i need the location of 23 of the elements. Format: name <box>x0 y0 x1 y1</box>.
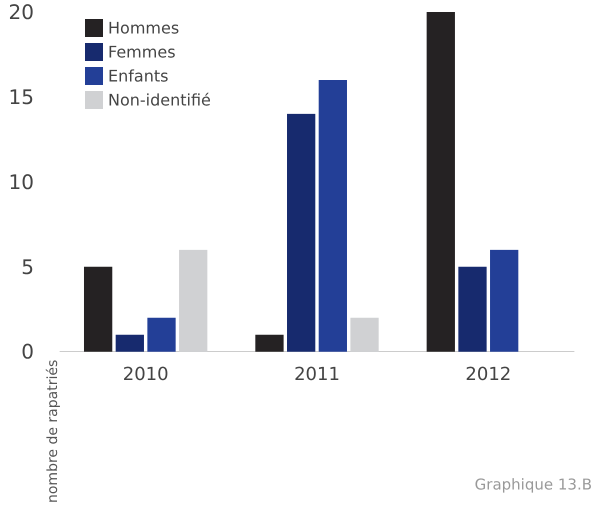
legend-label: Non-identifié <box>108 90 211 110</box>
x-tick-label: 2012 <box>465 364 512 386</box>
bar <box>287 114 316 352</box>
legend-label: Hommes <box>108 18 180 38</box>
bar <box>490 250 518 352</box>
text: Graphique 13.B <box>474 476 592 494</box>
y-tick-label: 20 <box>8 0 34 24</box>
x-tick-label: 2010 <box>122 364 169 386</box>
bar <box>147 318 176 352</box>
bar <box>458 266 487 352</box>
bar <box>318 80 347 352</box>
x-tick-label: 2011 <box>294 364 340 386</box>
y-tick-label: 10 <box>8 170 34 194</box>
legend-label: Enfants <box>108 66 168 86</box>
bar <box>255 334 284 352</box>
legend-label: Femmes <box>108 42 176 62</box>
y-tick-label: 5 <box>21 254 34 279</box>
bar <box>426 12 455 352</box>
bar <box>116 334 144 352</box>
y-tick-label: 15 <box>8 84 34 109</box>
bar <box>84 266 112 352</box>
y-tick-label: 0 <box>21 340 34 364</box>
y-axis-title: nombre de rapatriés <box>45 360 61 504</box>
